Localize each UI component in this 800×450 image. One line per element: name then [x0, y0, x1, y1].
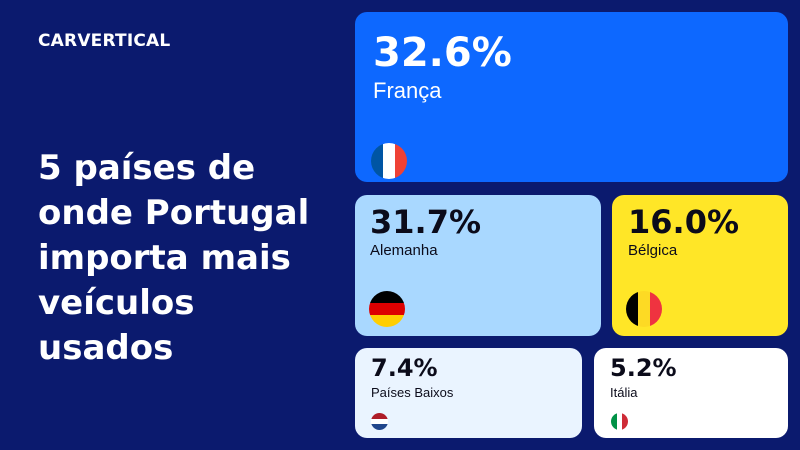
germany-flag-icon — [369, 291, 405, 327]
percentage-value: 32.6% — [373, 30, 512, 76]
country-label: Itália — [610, 385, 638, 400]
percentage-value: 31.7% — [370, 203, 482, 241]
country-card-netherlands: 7.4% Países Baixos — [355, 348, 582, 438]
percentage-value: 16.0% — [628, 203, 740, 241]
netherlands-flag-icon — [371, 413, 388, 430]
country-card-italy: 5.2% Itália — [594, 348, 788, 438]
headline: 5 países de onde Portugal importa mais v… — [38, 148, 310, 368]
country-card-germany: 31.7% Alemanha — [355, 195, 601, 336]
brand-logo: CARVERTICAL — [38, 31, 171, 51]
percentage-value: 7.4% — [371, 354, 438, 382]
france-flag-icon — [371, 143, 407, 179]
italy-flag-icon — [611, 413, 628, 430]
country-label: Bélgica — [628, 242, 678, 259]
belgium-flag-icon — [626, 291, 662, 327]
country-label: Países Baixos — [371, 385, 454, 400]
country-card-belgium: 16.0% Bélgica — [612, 195, 788, 336]
country-card-france: 32.6% França — [355, 12, 788, 182]
country-label: França — [373, 78, 442, 103]
percentage-value: 5.2% — [610, 354, 677, 382]
country-label: Alemanha — [370, 242, 438, 259]
